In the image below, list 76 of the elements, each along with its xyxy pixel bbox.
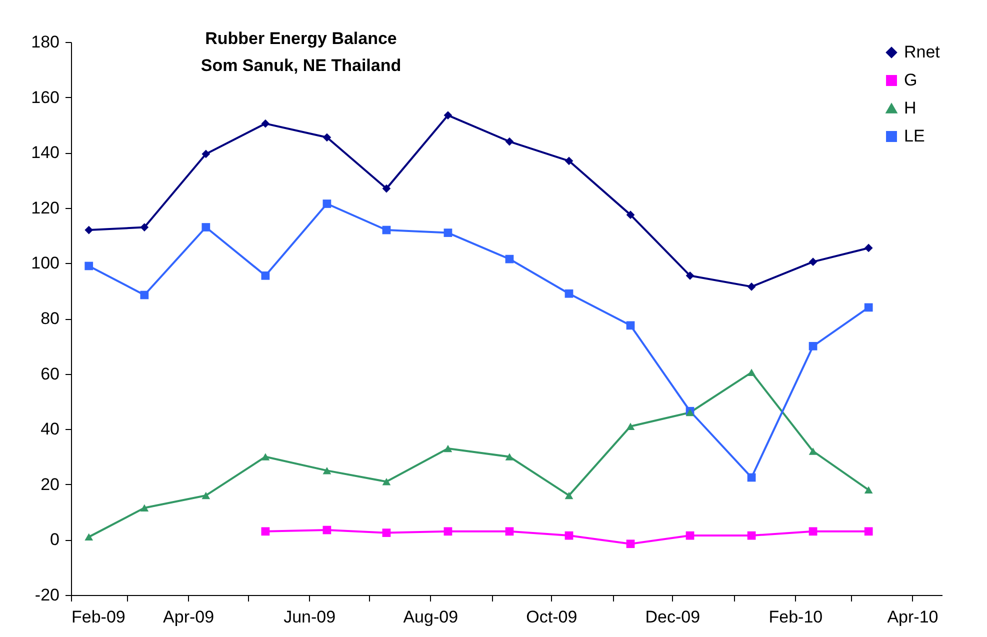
point	[444, 111, 452, 120]
point	[140, 223, 149, 232]
point	[140, 290, 149, 300]
text: Som Sanuk, NE Thailand	[200, 56, 402, 75]
point	[564, 289, 574, 298]
point	[564, 531, 574, 540]
point	[808, 258, 818, 266]
x-tick-label: Oct-09	[526, 608, 578, 626]
point	[626, 422, 635, 430]
point	[505, 527, 514, 536]
point	[261, 271, 270, 280]
point	[808, 342, 818, 350]
point	[564, 492, 574, 500]
point	[564, 156, 574, 166]
point	[84, 226, 94, 234]
y-tick-label: 60	[40, 364, 60, 384]
legend-label: G	[904, 70, 918, 90]
point	[202, 223, 210, 232]
point	[626, 321, 635, 330]
point	[444, 527, 452, 536]
y-tick-label: 100	[31, 254, 60, 273]
y-tick-label: -20	[34, 586, 60, 604]
point	[686, 271, 694, 280]
point	[322, 200, 332, 208]
point	[808, 448, 818, 455]
y-tick-label: 40	[40, 420, 60, 439]
y-tick-label: 80	[40, 309, 60, 328]
point	[322, 133, 332, 142]
point	[84, 262, 94, 270]
point	[505, 254, 514, 264]
point	[864, 527, 873, 536]
point	[202, 150, 210, 158]
y-tick-label: 160	[31, 88, 60, 107]
point	[261, 527, 270, 536]
point	[444, 444, 452, 452]
point	[382, 478, 391, 486]
y-tick-label: 0	[50, 530, 60, 550]
point	[864, 486, 873, 494]
point	[747, 473, 756, 482]
point	[382, 226, 391, 234]
point	[140, 504, 149, 512]
point	[864, 303, 873, 312]
point	[686, 531, 694, 540]
point	[747, 282, 756, 291]
x-tick-label: Dec-09	[645, 608, 700, 626]
x-tick-label: Apr-10	[887, 608, 938, 626]
point	[322, 526, 332, 534]
x-tick-label: Feb-09	[72, 608, 126, 626]
point	[322, 466, 332, 474]
point	[444, 228, 452, 237]
point	[505, 453, 514, 460]
point	[261, 119, 270, 128]
x-tick-label: Feb-10	[768, 608, 823, 626]
point	[864, 244, 873, 252]
legend-label: H	[904, 98, 916, 118]
point	[747, 531, 756, 540]
point	[382, 528, 391, 537]
x-tick-label: Apr-09	[163, 608, 214, 626]
chart-title: Rubber Energy Balance	[205, 29, 397, 48]
point	[747, 368, 756, 376]
point	[261, 453, 270, 460]
point	[626, 540, 635, 548]
y-tick-label: 140	[31, 143, 60, 162]
legend-label: LE	[904, 126, 925, 146]
y-tick-label: 180	[31, 32, 60, 52]
point	[626, 210, 635, 219]
point	[84, 533, 94, 541]
y-tick-label: 20	[40, 474, 60, 494]
point	[808, 527, 818, 536]
y-tick-label: 120	[31, 198, 60, 218]
point	[505, 137, 514, 146]
point	[382, 184, 391, 193]
legend-label: Rnet	[904, 42, 940, 62]
point	[202, 492, 210, 500]
x-tick-label: Jun-09	[284, 608, 336, 626]
x-tick-label: Aug-09	[403, 608, 458, 626]
